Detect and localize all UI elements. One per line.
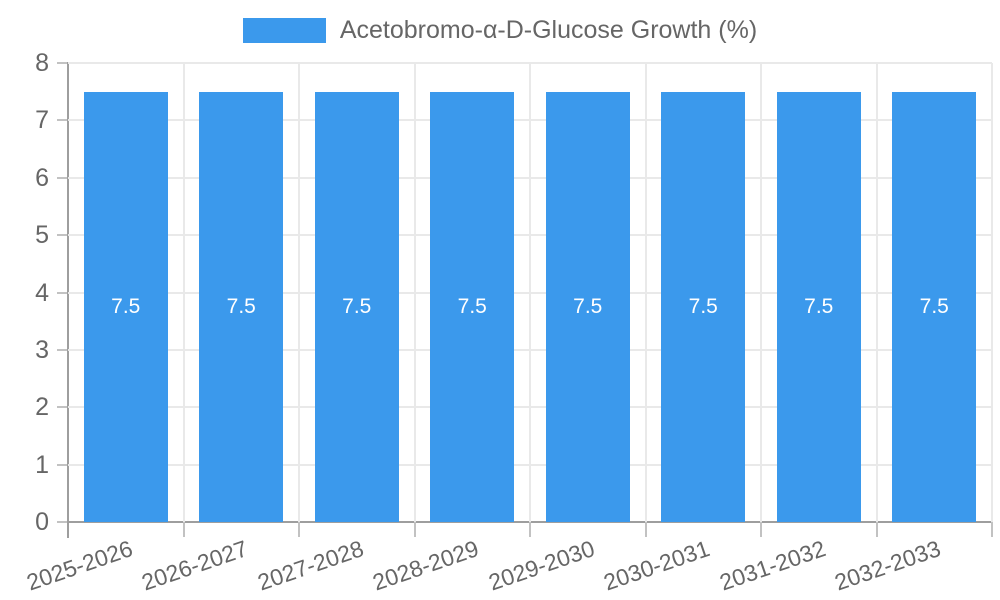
bar[interactable]: 7.5 <box>892 91 977 522</box>
x-axis-tick <box>182 522 185 537</box>
legend-label: Acetobromo-α-D-Glucose Growth (%) <box>339 15 758 44</box>
x-gridline <box>298 63 300 522</box>
x-axis-line <box>57 521 992 523</box>
bar-value-label: 7.5 <box>111 294 141 318</box>
bar[interactable]: 7.5 <box>776 91 861 522</box>
x-gridline <box>875 63 878 522</box>
y-tick-label: 8 <box>35 49 49 77</box>
x-tick-label: 2031-2032 <box>716 535 829 596</box>
x-axis-tick <box>760 522 762 537</box>
x-axis-tick <box>875 522 878 537</box>
chart-legend[interactable]: Acetobromo-α-D-Glucose Growth (%) <box>0 12 1000 48</box>
bar-value-label: 7.5 <box>573 294 603 318</box>
x-gridline <box>413 63 416 522</box>
bar-value-label: 7.5 <box>226 294 256 318</box>
x-axis-tick <box>413 522 416 537</box>
bar-value-label: 7.5 <box>688 294 718 318</box>
y-tick-label: 1 <box>35 450 49 479</box>
y-axis-tick <box>57 463 67 466</box>
x-gridline <box>760 63 762 522</box>
bar[interactable]: 7.5 <box>545 91 630 522</box>
bar-value-label: 7.5 <box>342 294 372 318</box>
x-tick-label: 2028-2029 <box>369 535 483 596</box>
y-axis-tick <box>57 348 67 351</box>
x-tick-label: 2029-2030 <box>485 535 598 596</box>
y-tick-label: 4 <box>35 278 49 307</box>
y-axis-tick <box>57 291 67 294</box>
x-axis-tick <box>644 522 647 537</box>
x-axis-tick <box>991 522 993 537</box>
bar[interactable]: 7.5 <box>199 91 284 522</box>
y-axis-tick <box>57 119 67 122</box>
y-axis-tick <box>57 62 67 64</box>
x-tick-label: 2027-2028 <box>254 535 367 596</box>
y-tick-label: 0 <box>35 508 49 536</box>
y-axis-tick <box>57 521 67 523</box>
y-tick-label: 2 <box>35 393 49 422</box>
y-tick-label: 5 <box>35 221 49 250</box>
x-tick-label: 2030-2031 <box>600 535 714 596</box>
x-gridline <box>529 63 531 522</box>
x-tick-label: 2025-2026 <box>23 535 136 596</box>
bar[interactable]: 7.5 <box>314 91 399 522</box>
x-axis-tick <box>298 522 300 537</box>
bar[interactable]: 7.5 <box>430 91 515 522</box>
y-tick-label: 7 <box>35 106 49 135</box>
x-tick-label: 2026-2027 <box>138 535 252 596</box>
bar-value-label: 7.5 <box>804 294 834 318</box>
y-axis-line <box>67 62 69 538</box>
x-gridline <box>182 63 185 522</box>
x-gridline <box>644 63 647 522</box>
y-axis-tick <box>57 234 67 237</box>
y-tick-label: 6 <box>35 163 49 192</box>
bar[interactable]: 7.5 <box>83 91 168 522</box>
bar[interactable]: 7.5 <box>661 91 746 522</box>
y-axis-tick <box>57 406 67 409</box>
x-tick-label: 2032-2033 <box>831 535 945 596</box>
legend-swatch-icon <box>242 17 326 43</box>
x-axis-tick <box>529 522 531 537</box>
y-axis-tick <box>57 176 67 179</box>
x-gridline <box>991 63 993 522</box>
bar-value-label: 7.5 <box>919 294 949 318</box>
y-tick-label: 3 <box>35 335 49 364</box>
bar-value-label: 7.5 <box>457 294 487 318</box>
